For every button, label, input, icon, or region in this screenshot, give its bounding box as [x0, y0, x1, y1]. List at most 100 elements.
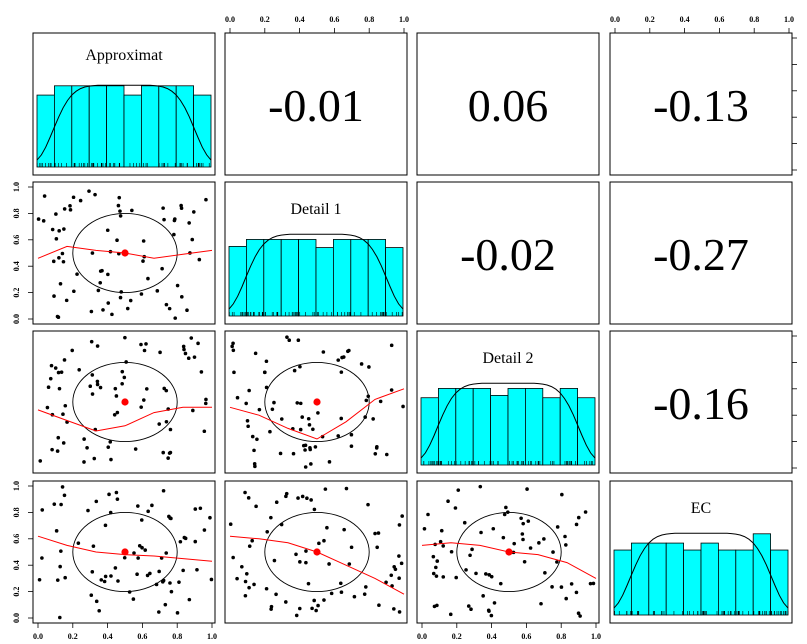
scatter-point-r3-c2-18: [434, 574, 439, 578]
scatter-point-r2-c1-10: [272, 400, 276, 405]
variable-label-1: Detail 1: [290, 201, 341, 218]
scatter-point-r2-c0-57: [112, 412, 117, 417]
scatter-point-r1-c0-14: [42, 194, 47, 198]
left-axis-label-1-0: 0.0: [12, 314, 21, 324]
scatter-point-r1-c0-60: [125, 306, 130, 311]
scatter-point-r3-c0-60: [115, 497, 120, 501]
scatter-point-r2-c0-1: [123, 335, 127, 340]
scatter-point-r3-c2-45: [498, 581, 503, 586]
density-curve-2: [420, 382, 596, 459]
histogram-bar-2-2: [455, 388, 474, 466]
scatter-point-r3-c0-71: [58, 615, 62, 620]
scatter-point-r3-c2-8: [470, 547, 474, 552]
top-axis-label-1-3: 0.6: [329, 15, 339, 24]
scatter-point-r3-c0-46: [177, 580, 181, 584]
scatter-point-r2-c1-3: [306, 416, 311, 421]
scatter-point-r3-c0-6: [131, 597, 136, 601]
scatter-point-r1-c0-13: [172, 232, 176, 237]
scatter-point-r2-c1-36: [295, 401, 300, 405]
variable-label-2: Detail 2: [482, 350, 533, 367]
scatter-point-r1-c0-19: [115, 238, 119, 243]
scatter-point-r2-c1-31: [279, 417, 284, 421]
correlation-ellipse-r3-c1: [264, 511, 370, 593]
scatter-point-r3-c2-10: [564, 596, 568, 601]
scatter-point-r1-c0-46: [118, 214, 123, 218]
scatter-point-r3-c1-71: [269, 604, 274, 609]
scatter-point-r3-c2-47: [543, 571, 547, 575]
scatter-point-r3-c1-40: [231, 555, 235, 560]
scatter-point-r2-c0-47: [164, 388, 169, 393]
scatter-point-r2-c1-6: [255, 437, 259, 442]
correlation-ellipse-r3-c0: [72, 511, 178, 593]
histogram-bar-1-4: [298, 239, 317, 317]
scatter-point-r3-c2-24: [504, 505, 508, 510]
scatter-point-r1-c0-18: [161, 206, 165, 210]
histogram-bar-1-1: [245, 239, 265, 317]
scatter-point-r2-c0-38: [88, 384, 93, 389]
scatter-point-r2-c0-65: [167, 451, 172, 455]
center-point-r2-c1: [313, 398, 321, 406]
scatter-point-r1-c0-45: [164, 302, 169, 307]
scatter-point-r3-c2-25: [576, 515, 581, 520]
scatter-point-r3-c0-35: [163, 602, 168, 607]
scatter-point-r2-c0-20: [115, 410, 120, 415]
scatter-point-r3-c0-37: [178, 539, 183, 544]
scatter-point-r3-c2-46: [542, 537, 546, 541]
scatter-point-r1-c0-73: [162, 217, 166, 222]
scatter-point-r2-c0-16: [144, 342, 148, 346]
scatter-point-r2-c0-44: [53, 366, 58, 370]
panel-r3-c3: [609, 480, 793, 624]
scatter-point-r3-c1-59: [310, 606, 314, 611]
density-curve-1: [228, 233, 404, 310]
scatter-point-r1-c0-74: [173, 316, 178, 320]
scatter-point-r3-c2-43: [441, 575, 446, 579]
scatter-point-r1-c0-17: [146, 276, 150, 281]
scatter-point-r1-c0-71: [173, 217, 177, 221]
scatter-point-r1-c0-11: [57, 229, 61, 233]
scatter-point-r3-c0-39: [103, 574, 108, 579]
scatter-point-r2-c1-74: [252, 462, 257, 466]
scatter-point-r3-c0-42: [209, 577, 214, 582]
scatter-point-r2-c1-66: [303, 443, 308, 448]
scatter-point-r2-c1-61: [389, 343, 394, 348]
scatter-point-r3-c2-55: [555, 560, 559, 564]
scatter-point-r2-c0-46: [196, 341, 200, 346]
scatter-point-r2-c1-39: [339, 416, 344, 421]
scatter-point-r2-c0-13: [92, 456, 97, 461]
scatter-point-r3-c1-72: [323, 487, 328, 491]
variable-label-3: EC: [691, 500, 711, 517]
scatter-point-r2-c0-59: [202, 429, 207, 434]
scatter-point-r1-c0-1: [130, 208, 134, 213]
histogram-bar-1-7: [350, 239, 369, 317]
scatter-point-r2-c0-6: [168, 427, 173, 432]
scatter-point-r3-c0-1: [109, 574, 113, 578]
scatter-point-r3-c2-41: [489, 574, 494, 579]
scatter-point-r2-c0-36: [63, 403, 68, 408]
scatter-point-r3-c1-43: [250, 538, 254, 543]
scatter-point-r3-c2-34: [501, 535, 506, 540]
panel-r0-c0: [32, 32, 216, 176]
scatter-point-r3-c1-11: [296, 496, 300, 500]
scatter-point-r2-c0-48: [38, 459, 43, 463]
scatter-point-r2-c1-53: [308, 447, 313, 452]
scatter-point-r3-c2-73: [576, 611, 581, 616]
correlation-r1-c2: -0.02: [460, 229, 556, 280]
scatter-point-r2-c0-45: [50, 447, 54, 452]
scatter-point-r1-c0-27: [141, 259, 145, 263]
scatter-point-r3-c2-4: [539, 601, 543, 606]
scatter-point-r3-c2-26: [464, 568, 468, 572]
scatter-point-r1-c0-2: [96, 288, 101, 293]
scatter-point-r1-c0-37: [160, 266, 164, 271]
top-axis-label-3-0: 0.0: [610, 15, 620, 24]
scatter-point-r3-c1-69: [397, 576, 401, 581]
scatter-point-r2-c1-73: [401, 404, 405, 409]
panel-r1-c1: [224, 181, 408, 325]
bottom-axis-label-2-0: 0.0: [417, 632, 427, 641]
scatter-point-r1-c0-61: [50, 227, 55, 232]
scatter-point-r1-c0-53: [155, 289, 160, 293]
scatter-point-r2-c0-63: [142, 348, 147, 353]
scatter-point-r3-c0-17: [94, 499, 99, 504]
scatter-point-r1-c0-3: [72, 289, 76, 294]
histogram-bar-3-1: [631, 542, 650, 616]
